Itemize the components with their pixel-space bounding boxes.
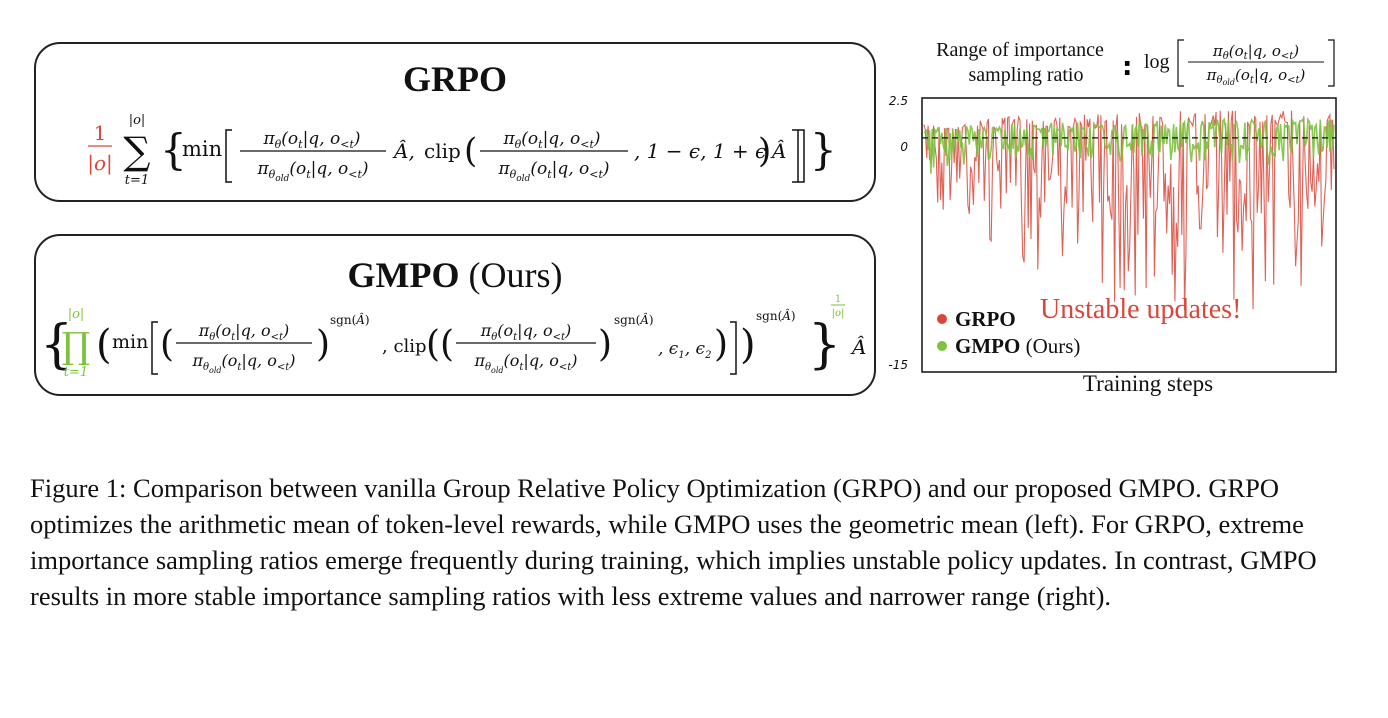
svg-text:Â: Â bbox=[770, 139, 786, 163]
svg-text:, ϵ1, ϵ2: , ϵ1, ϵ2 bbox=[658, 339, 711, 361]
svg-text:sgn(Â): sgn(Â) bbox=[614, 312, 654, 327]
svg-text:{: { bbox=[40, 315, 73, 375]
svg-text:t=1: t=1 bbox=[64, 365, 88, 380]
gmpo-panel-title: GMPO (Ours) bbox=[347, 255, 563, 295]
grpo-series-line bbox=[923, 110, 1335, 311]
grpo-panel-title: GRPO bbox=[403, 59, 507, 99]
svg-text:Â: Â bbox=[850, 335, 866, 359]
gmpo-series-line bbox=[923, 117, 1335, 174]
importance-ratio-chart: Range of importance sampling ratio : log… bbox=[888, 39, 1337, 396]
svg-text:): ) bbox=[740, 322, 756, 368]
svg-text:∏: ∏ bbox=[62, 326, 91, 367]
svg-text:(: ( bbox=[426, 324, 440, 365]
svg-text:πθold(ot|q, o<t): πθold(ot|q, o<t) bbox=[256, 159, 368, 184]
range-log-label: log bbox=[1144, 51, 1170, 73]
svg-text:πθ(ot|q, o<t): πθ(ot|q, o<t) bbox=[262, 129, 360, 151]
svg-text:1: 1 bbox=[835, 294, 841, 305]
plot-marks bbox=[923, 110, 1335, 311]
svg-text:(: ( bbox=[464, 131, 477, 171]
svg-text:πθold(ot|q, o<t): πθold(ot|q, o<t) bbox=[497, 159, 609, 184]
svg-text:): ) bbox=[316, 324, 330, 365]
svg-text:, clip: , clip bbox=[382, 336, 427, 357]
x-axis-label: Training steps bbox=[1083, 371, 1213, 396]
grpo-formula: 1 |o| |o| ∑ t=1 { min πθ(ot|q, o<t) πθol… bbox=[87, 113, 837, 188]
legend-gmpo-marker bbox=[937, 341, 947, 351]
y-tick-zero: 0 bbox=[900, 140, 908, 154]
svg-text:|o|: |o| bbox=[68, 307, 85, 322]
svg-text:{: { bbox=[160, 125, 187, 174]
svg-text:∑: ∑ bbox=[123, 129, 150, 173]
svg-text:min: min bbox=[112, 331, 148, 353]
svg-text:(: ( bbox=[440, 324, 454, 365]
unstable-annotation: Unstable updates! bbox=[1040, 294, 1241, 325]
svg-text:t=1: t=1 bbox=[125, 173, 149, 188]
svg-text:(: ( bbox=[96, 322, 112, 368]
svg-text:): ) bbox=[758, 131, 771, 171]
svg-text:πθ(ot|q, o<t): πθ(ot|q, o<t) bbox=[502, 129, 600, 151]
svg-text:|o|: |o| bbox=[832, 308, 845, 319]
y-tick-top: 2.5 bbox=[889, 94, 908, 108]
svg-text:πθ(ot|q, o<t): πθ(ot|q, o<t) bbox=[480, 321, 572, 343]
figure-caption: Figure 1: Comparison between vanilla Gro… bbox=[30, 473, 1317, 611]
svg-text:πθ(ot|q, o<t): πθ(ot|q, o<t) bbox=[1212, 42, 1299, 62]
svg-text:clip: clip bbox=[424, 139, 461, 163]
svg-text:|o|: |o| bbox=[129, 113, 146, 128]
svg-text:|o|: |o| bbox=[87, 151, 113, 176]
svg-text:): ) bbox=[598, 324, 612, 365]
svg-text:1: 1 bbox=[94, 121, 107, 145]
svg-text:sgn(Â): sgn(Â) bbox=[756, 308, 796, 323]
svg-text:min: min bbox=[182, 137, 222, 161]
legend-gmpo-label: GMPO (Ours) bbox=[955, 334, 1080, 358]
svg-text:Â,: Â, bbox=[392, 139, 415, 163]
grpo-formula-panel: GRPO 1 |o| |o| ∑ t=1 { min πθ(ot|q, o<t)… bbox=[34, 42, 876, 202]
range-title-line2: sampling ratio bbox=[969, 64, 1084, 86]
colon-icon: : bbox=[1122, 52, 1132, 82]
y-tick-bottom: -15 bbox=[888, 358, 908, 372]
svg-text:πθold(ot|q, o<t): πθold(ot|q, o<t) bbox=[1206, 66, 1306, 87]
legend-grpo-marker bbox=[937, 314, 947, 324]
legend-grpo-label: GRPO bbox=[955, 307, 1016, 331]
svg-text:sgn(Â): sgn(Â) bbox=[330, 312, 370, 327]
svg-text:}: } bbox=[810, 125, 837, 174]
gmpo-formula-panel: GMPO (Ours) { |o| ∏ t=1 ( min ( πθ(ot|q,… bbox=[34, 234, 876, 396]
svg-text:πθ(ot|q, o<t): πθ(ot|q, o<t) bbox=[198, 321, 290, 343]
svg-text:}: } bbox=[808, 315, 841, 375]
svg-text:): ) bbox=[714, 324, 728, 365]
svg-text:πθold(ot|q, o<t): πθold(ot|q, o<t) bbox=[191, 351, 295, 375]
gmpo-formula: { |o| ∏ t=1 ( min ( πθ(ot|q, o<t) πθold(… bbox=[40, 294, 866, 380]
svg-text:πθold(ot|q, o<t): πθold(ot|q, o<t) bbox=[473, 351, 577, 375]
svg-text:(: ( bbox=[160, 324, 174, 365]
svg-text:, 1 − ϵ, 1 + ϵ: , 1 − ϵ, 1 + ϵ bbox=[634, 139, 766, 163]
range-title-line1: Range of importance bbox=[936, 39, 1104, 61]
